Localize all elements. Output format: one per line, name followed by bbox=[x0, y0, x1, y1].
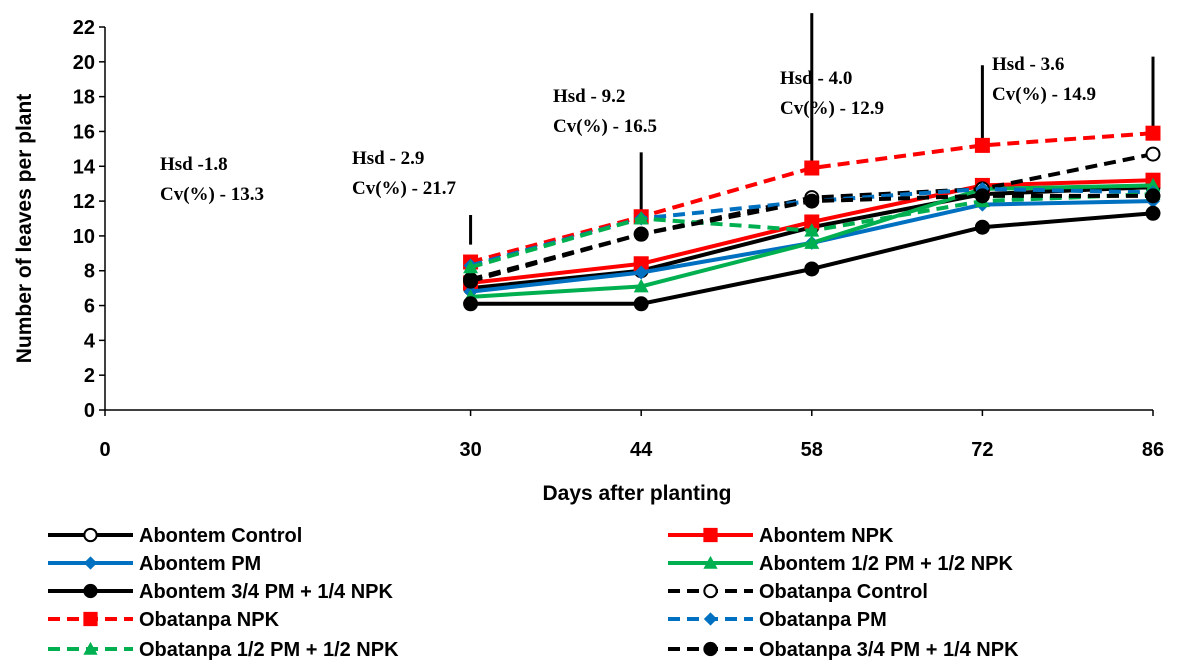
y-tick-label: 4 bbox=[84, 330, 96, 352]
data-point bbox=[1145, 205, 1161, 221]
legend-marker bbox=[703, 527, 718, 543]
data-point bbox=[633, 296, 649, 312]
legend-marker bbox=[83, 527, 98, 543]
cv-annotation: Cv(%) - 14.9 bbox=[992, 84, 1096, 105]
cv-annotation: Cv(%) - 13.3 bbox=[160, 184, 264, 205]
data-point bbox=[633, 256, 649, 272]
x-axis-title: Days after planting bbox=[542, 482, 731, 505]
legend-label: Abontem Control bbox=[139, 525, 302, 547]
legend-item: Abontem NPK bbox=[668, 525, 894, 547]
hsd-annotation: Hsd - 9.2 bbox=[553, 86, 625, 107]
series-4 bbox=[463, 205, 1161, 312]
legend-marker bbox=[703, 612, 718, 626]
cv-annotation: Cv(%) - 21.7 bbox=[352, 178, 456, 199]
legend-item: Obatanpa 1/2 PM + 1/2 NPK bbox=[48, 639, 399, 661]
legend-marker bbox=[83, 583, 98, 599]
hsd-annotation: Hsd - 2.9 bbox=[352, 148, 424, 169]
data-point bbox=[804, 214, 820, 230]
y-tick-label: 6 bbox=[84, 296, 95, 318]
data-point bbox=[634, 265, 649, 280]
legend-item: Obatanpa Control bbox=[668, 581, 928, 603]
legend-item: Obatanpa PM bbox=[668, 609, 887, 631]
legend-label: Abontem 3/4 PM + 1/4 NPK bbox=[139, 581, 394, 603]
data-point bbox=[1145, 188, 1161, 204]
data-point bbox=[804, 193, 820, 209]
data-point bbox=[804, 160, 820, 176]
x-tick-label: 58 bbox=[801, 439, 823, 461]
legend-label: Abontem NPK bbox=[759, 525, 894, 547]
x-tick-label: 30 bbox=[459, 439, 481, 461]
legend-label: Abontem PM bbox=[139, 553, 261, 575]
data-point bbox=[463, 259, 479, 274]
legend-label: Obatanpa PM bbox=[759, 609, 887, 631]
y-tick-label: 18 bbox=[73, 87, 95, 109]
data-point bbox=[974, 137, 990, 153]
data-point bbox=[633, 226, 649, 242]
hsd-annotation: Hsd - 4.0 bbox=[780, 68, 852, 89]
hsd-annotation: Hsd -1.8 bbox=[160, 154, 228, 175]
series-group bbox=[463, 125, 1161, 312]
annotations: Hsd -1.8 Cv(%) - 13.3 Hsd - 2.9 Cv(%) - 21.… bbox=[160, 54, 1096, 205]
legend-label: Obatanpa 3/4 PM + 1/4 NPK bbox=[759, 639, 1019, 661]
legend-label: Obatanpa Control bbox=[759, 581, 928, 603]
legend-item: Obatanpa 3/4 PM + 1/4 NPK bbox=[668, 639, 1019, 661]
data-point bbox=[974, 188, 990, 204]
y-tick-label: 14 bbox=[73, 156, 96, 178]
data-point bbox=[1145, 177, 1161, 192]
x-tick-label: 72 bbox=[971, 439, 993, 461]
data-point bbox=[463, 273, 479, 289]
data-point bbox=[804, 235, 820, 249]
error-bars bbox=[469, 13, 1155, 245]
x-tick-label: 44 bbox=[630, 439, 653, 461]
legend-item: Abontem 1/2 PM + 1/2 NPK bbox=[668, 553, 1014, 575]
y-tick-label: 16 bbox=[73, 121, 95, 143]
data-point bbox=[804, 261, 820, 277]
y-tick-label: 20 bbox=[73, 52, 95, 74]
legend-marker bbox=[703, 641, 718, 657]
data-point bbox=[1145, 146, 1161, 162]
legend: Abontem Control Abontem NPK Abontem PM Abon… bbox=[48, 525, 1019, 661]
data-point bbox=[804, 223, 820, 237]
y-tick-label: 10 bbox=[73, 226, 95, 248]
y-tick-label: 22 bbox=[73, 17, 95, 39]
y-tick-label: 2 bbox=[84, 365, 95, 387]
data-point bbox=[633, 211, 649, 225]
legend-item: Abontem Control bbox=[48, 525, 302, 547]
data-point bbox=[463, 296, 479, 312]
cv-annotation: Cv(%) - 16.5 bbox=[553, 116, 657, 137]
y-tick-label: 8 bbox=[84, 261, 95, 283]
legend-marker bbox=[83, 641, 98, 655]
x-tick-label: 0 bbox=[99, 439, 110, 461]
legend-label: Abontem 1/2 PM + 1/2 NPK bbox=[759, 553, 1014, 575]
x-tick-label: 86 bbox=[1142, 439, 1164, 461]
data-point bbox=[974, 219, 990, 235]
axes: 0 2 4 6 8 10 12 14 16 18 20 22 0 30 44 58 72 86 Days after… bbox=[13, 17, 1164, 505]
data-point bbox=[1145, 125, 1161, 141]
cv-annotation: Cv(%) - 12.9 bbox=[780, 98, 884, 119]
legend-marker bbox=[83, 611, 98, 627]
legend-item: Abontem PM bbox=[48, 553, 261, 575]
legend-label: Obatanpa NPK bbox=[139, 609, 280, 631]
hsd-annotation: Hsd - 3.6 bbox=[992, 54, 1064, 75]
y-tick-label: 12 bbox=[73, 191, 95, 213]
legend-item: Abontem 3/4 PM + 1/4 NPK bbox=[48, 581, 394, 603]
legend-marker bbox=[83, 556, 98, 570]
legend-item: Obatanpa NPK bbox=[48, 609, 280, 631]
y-axis-title: Number of leaves per plant bbox=[13, 94, 36, 364]
legend-marker bbox=[703, 555, 718, 569]
legend-label: Obatanpa 1/2 PM + 1/2 NPK bbox=[139, 639, 399, 661]
data-point bbox=[633, 278, 649, 293]
legend-marker bbox=[703, 583, 718, 599]
series-9 bbox=[463, 188, 1161, 289]
y-tick-label: 0 bbox=[84, 400, 95, 422]
